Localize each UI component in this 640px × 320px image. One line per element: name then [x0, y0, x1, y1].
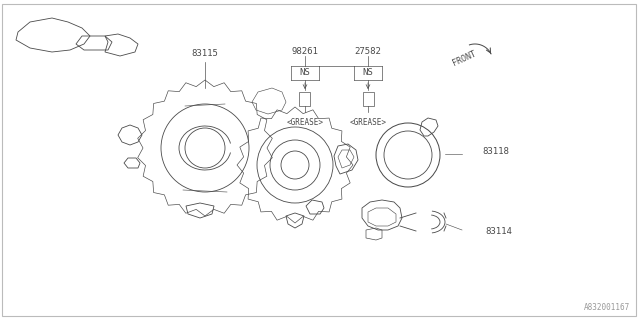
- Text: FRONT: FRONT: [451, 49, 477, 68]
- Text: 27582: 27582: [355, 47, 381, 56]
- Text: <GREASE>: <GREASE>: [287, 118, 323, 127]
- Text: <GREASE>: <GREASE>: [349, 118, 387, 127]
- Text: A832001167: A832001167: [584, 303, 630, 312]
- Text: NS: NS: [300, 68, 310, 77]
- Text: NS: NS: [363, 68, 373, 77]
- Text: 83118: 83118: [482, 148, 509, 156]
- Text: 98261: 98261: [292, 47, 319, 56]
- Text: 83114: 83114: [485, 228, 512, 236]
- Text: 83115: 83115: [191, 49, 218, 58]
